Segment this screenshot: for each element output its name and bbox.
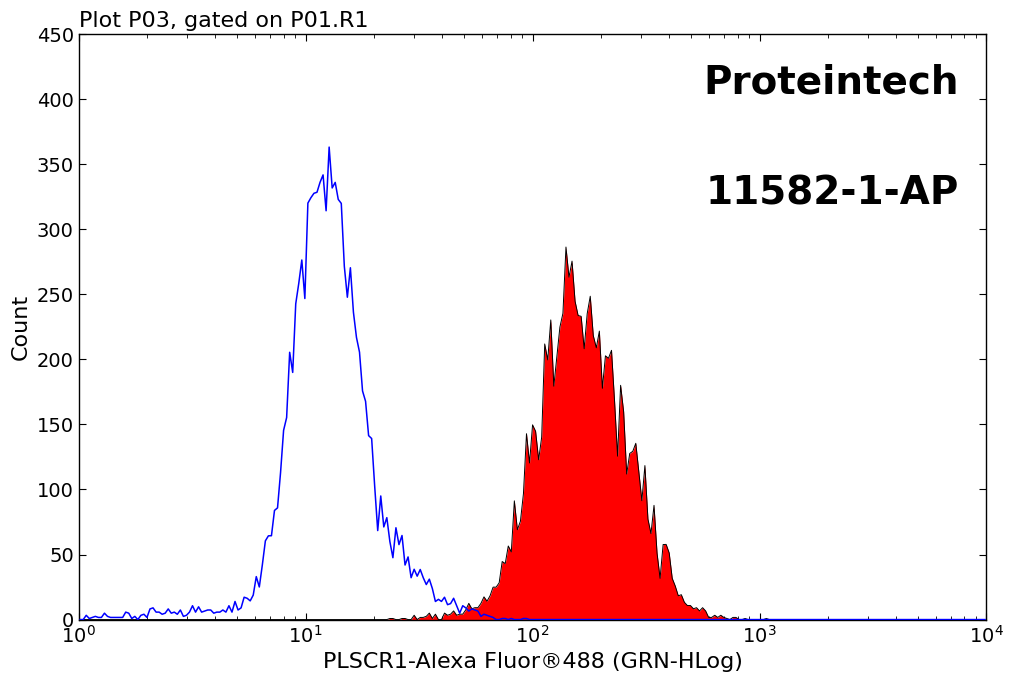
Y-axis label: Count: Count bbox=[11, 294, 31, 360]
Text: Proteintech: Proteintech bbox=[703, 64, 959, 101]
Text: Plot P03, gated on P01.R1: Plot P03, gated on P01.R1 bbox=[78, 11, 368, 31]
Text: 11582-1-AP: 11582-1-AP bbox=[705, 175, 959, 212]
X-axis label: PLSCR1-Alexa Fluor®488 (GRN-HLog): PLSCR1-Alexa Fluor®488 (GRN-HLog) bbox=[323, 652, 743, 672]
